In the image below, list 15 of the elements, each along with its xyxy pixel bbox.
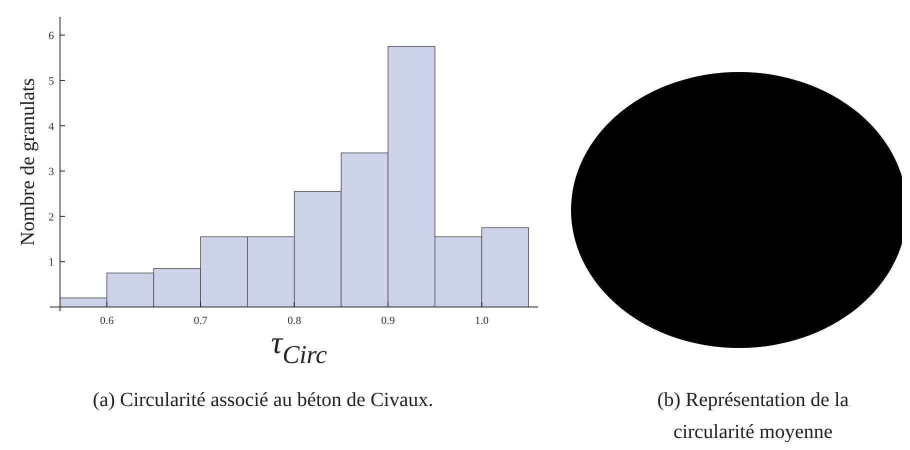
x-axis-title: τ$_{Circ}$ [270, 324, 328, 370]
text: (b) Représentation de la circularité moyenne [657, 389, 849, 443]
y-axis-title: Nombre de granulats [17, 78, 39, 246]
y-tick-label: 1 [48, 256, 54, 269]
y-tick-label: 3 [48, 166, 54, 178]
y-tick-label: 2 [48, 211, 54, 224]
y-tick-label: 6 [48, 30, 54, 42]
x-tick-label: 0.7 [194, 315, 208, 327]
x-tick-label: 1.0 [474, 315, 490, 327]
x-tick-label: 0.8 [287, 315, 302, 327]
y-tick-label: 5 [48, 75, 54, 88]
x-tick-label: 0.9 [381, 315, 396, 327]
x-tick-label: 0.6 [100, 315, 114, 327]
y-tick-label: 4 [48, 120, 54, 133]
text: (a) Circularité associé au béton de Civaux. [92, 389, 434, 411]
